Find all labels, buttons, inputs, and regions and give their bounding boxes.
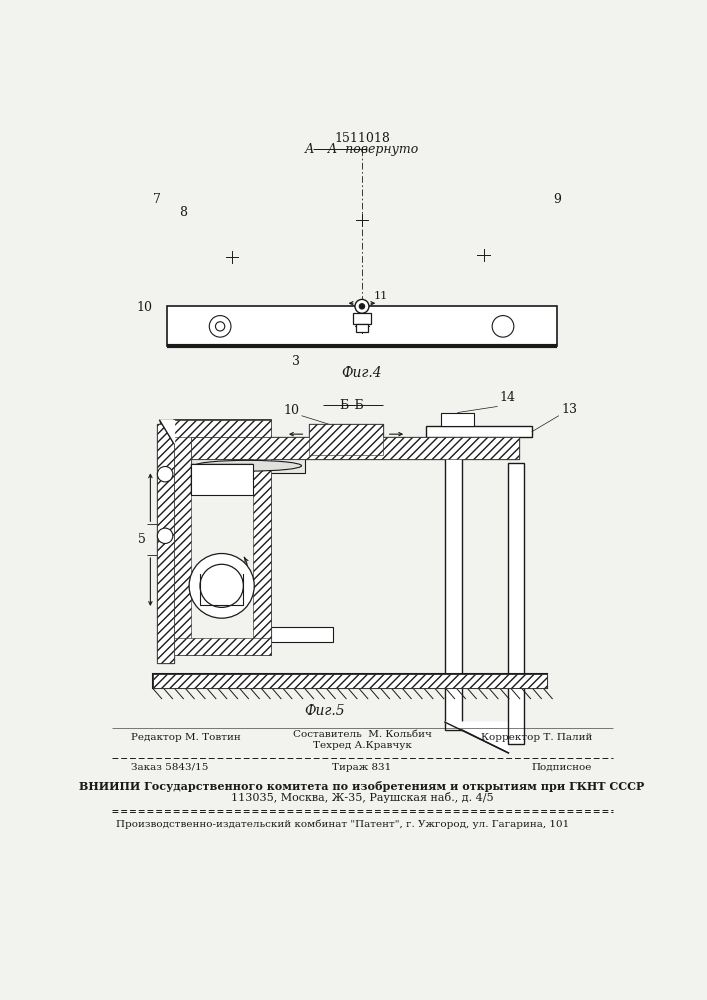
Circle shape: [355, 299, 369, 313]
Bar: [156, 424, 174, 663]
Text: Заказ 5843/15: Заказ 5843/15: [131, 763, 209, 772]
Bar: [356, 324, 368, 332]
Text: Редактор М. Товтин: Редактор М. Товтин: [131, 733, 241, 742]
Text: 3: 3: [292, 355, 300, 368]
Text: А – А  повернуто: А – А повернуто: [305, 143, 419, 156]
Text: 7: 7: [153, 193, 160, 206]
Text: Составитель  М. Кольбич: Составитель М. Кольбич: [293, 730, 431, 739]
Bar: [426, 426, 532, 437]
Bar: [353, 313, 371, 324]
Bar: [271, 627, 332, 642]
Circle shape: [158, 528, 173, 544]
Text: 1511018: 1511018: [334, 132, 390, 145]
Circle shape: [200, 564, 243, 607]
Bar: [174, 420, 191, 655]
Text: Корректор Т. Палий: Корректор Т. Палий: [481, 733, 592, 742]
Bar: [174, 638, 271, 655]
Bar: [309, 424, 383, 455]
Text: 8: 8: [179, 206, 187, 219]
Bar: [191, 459, 305, 473]
Bar: [160, 420, 174, 459]
Polygon shape: [160, 420, 174, 443]
Bar: [191, 437, 518, 459]
Bar: [309, 424, 383, 455]
Text: Тираж 831: Тираж 831: [332, 763, 392, 772]
Circle shape: [189, 554, 255, 618]
Text: ВНИИПИ Государственного комитета по изобретениям и открытиям при ГКНТ СССР: ВНИИПИ Государственного комитета по изоб…: [79, 781, 645, 792]
Text: 10: 10: [284, 404, 299, 417]
Bar: [174, 420, 271, 655]
Text: Б–Б: Б–Б: [339, 399, 364, 412]
Polygon shape: [445, 722, 508, 753]
Bar: [174, 420, 271, 437]
Bar: [253, 420, 271, 655]
Bar: [191, 437, 518, 459]
Text: Фиг.4: Фиг.4: [341, 366, 382, 380]
Bar: [153, 674, 547, 688]
Bar: [160, 420, 174, 459]
Text: 113035, Москва, Ж-35, Раушская наб., д. 4/5: 113035, Москва, Ж-35, Раушская наб., д. …: [230, 792, 493, 803]
Circle shape: [359, 304, 365, 309]
Ellipse shape: [194, 460, 301, 471]
Text: 9: 9: [554, 193, 561, 206]
Bar: [445, 430, 462, 730]
Circle shape: [216, 322, 225, 331]
Circle shape: [158, 466, 173, 482]
Text: 14: 14: [499, 391, 515, 404]
Circle shape: [492, 316, 514, 337]
Bar: [156, 424, 174, 663]
Bar: [441, 413, 474, 426]
Text: Подписное: Подписное: [532, 763, 592, 772]
Text: Техред А.Кравчук: Техред А.Кравчук: [312, 741, 411, 750]
Bar: [168, 306, 557, 346]
Text: 11: 11: [373, 291, 388, 301]
Text: Производственно-издательский комбинат "Патент", г. Ужгород, ул. Гагарина, 101: Производственно-издательский комбинат "П…: [115, 819, 568, 829]
Bar: [508, 463, 524, 744]
Bar: [153, 674, 547, 688]
Bar: [191, 464, 253, 495]
Bar: [191, 464, 253, 495]
Text: 10: 10: [136, 301, 153, 314]
Text: 5: 5: [138, 533, 146, 546]
Circle shape: [209, 316, 231, 337]
Text: Фиг.5: Фиг.5: [305, 704, 345, 718]
Text: 13: 13: [561, 403, 577, 416]
